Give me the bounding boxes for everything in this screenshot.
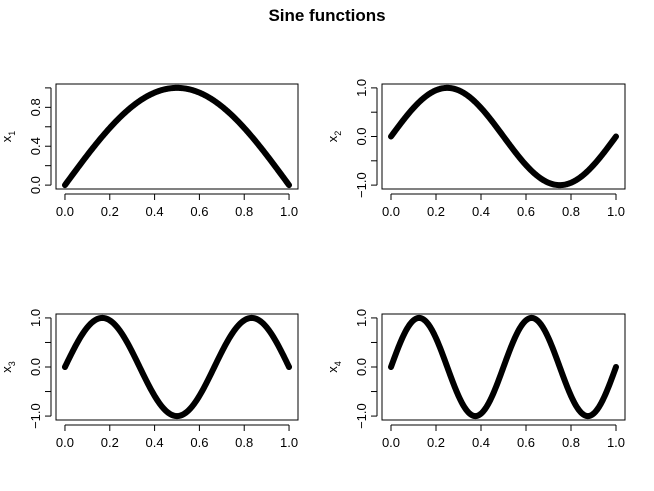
y-axis-title-subscript: 1 (7, 131, 17, 136)
x-tick-label: 0.8 (562, 435, 580, 450)
plot-frame (55, 83, 299, 190)
y-tick-label: −1.0 (354, 403, 369, 429)
panel-1: 0.0 0.2 0.4 0.6 0.8 1.0 0.0 0.4 0.8 x1 (0, 83, 299, 219)
x-tick-label: 0.4 (146, 435, 164, 450)
y-axis-title-base: x (0, 366, 14, 373)
y-tick-label: 1.0 (28, 309, 43, 327)
y-tick-label: −1.0 (28, 403, 43, 429)
x-tick-label: 0.0 (56, 204, 74, 219)
y-axis-title-subscript: 3 (7, 361, 17, 366)
x-tick-label: 1.0 (280, 204, 298, 219)
plot-frame (381, 313, 626, 421)
x-tick-label: 0.6 (517, 435, 535, 450)
panel-3: 0.0 0.2 0.4 0.6 0.8 1.0 −1.0 0.0 1.0 x3 (0, 309, 299, 450)
x-tick-label: 0.2 (427, 204, 445, 219)
plot-frame (381, 83, 626, 190)
x-tick-label: 1.0 (607, 435, 625, 450)
sine-curve-line (61, 84, 293, 189)
y-tick-label: 0.8 (28, 98, 43, 116)
x-tick-label: 0.2 (427, 435, 445, 450)
y-tick-label: 0.4 (28, 137, 43, 155)
x-tick-label: 0.8 (235, 435, 253, 450)
x-tick-label: 0.0 (56, 435, 74, 450)
y-tick-label: 0.0 (28, 176, 43, 194)
y-tick-label: 1.0 (354, 79, 369, 97)
y-axis-title-subscript: 2 (333, 131, 343, 136)
x-tick-label: 0.4 (472, 435, 490, 450)
chart-title: Sine functions (268, 6, 386, 25)
panel-2: 0.0 0.2 0.4 0.6 0.8 1.0 −1.0 0.0 1.0 x2 (325, 79, 626, 219)
y-axis-title-subscript: 4 (333, 361, 343, 366)
y-axis-title: x2 (325, 131, 343, 143)
x-tick-label: 0.4 (146, 204, 164, 219)
panel-4: 0.0 0.2 0.4 0.6 0.8 1.0 −1.0 0.0 1.0 x4 (325, 309, 626, 450)
y-tick-label: 0.0 (354, 127, 369, 145)
y-axis-title: x3 (0, 361, 17, 373)
x-tick-label: 0.6 (190, 204, 208, 219)
x-tick-label: 0.4 (472, 204, 490, 219)
x-tick-label: 0.6 (190, 435, 208, 450)
y-tick-label: 1.0 (354, 309, 369, 327)
sine-curve-line (388, 314, 619, 420)
y-tick-label: 0.0 (28, 358, 43, 376)
sine-curve-line (388, 84, 619, 189)
x-tick-label: 1.0 (280, 435, 298, 450)
y-axis-title-base: x (325, 366, 340, 373)
y-axis-title-base: x (325, 135, 340, 142)
x-tick-label: 0.0 (382, 435, 400, 450)
sine-curve-line (61, 314, 293, 420)
x-tick-label: 0.6 (517, 204, 535, 219)
x-tick-label: 0.8 (562, 204, 580, 219)
x-tick-label: 1.0 (607, 204, 625, 219)
x-tick-label: 0.0 (382, 204, 400, 219)
x-tick-label: 0.2 (101, 204, 119, 219)
y-axis-title-base: x (0, 135, 14, 142)
y-tick-label: 0.0 (354, 358, 369, 376)
plot-frame (55, 313, 299, 421)
x-tick-label: 0.2 (101, 435, 119, 450)
x-tick-label: 0.8 (235, 204, 253, 219)
y-axis-title: x1 (0, 131, 17, 143)
y-axis-title: x4 (325, 361, 343, 373)
y-tick-label: −1.0 (354, 172, 369, 198)
